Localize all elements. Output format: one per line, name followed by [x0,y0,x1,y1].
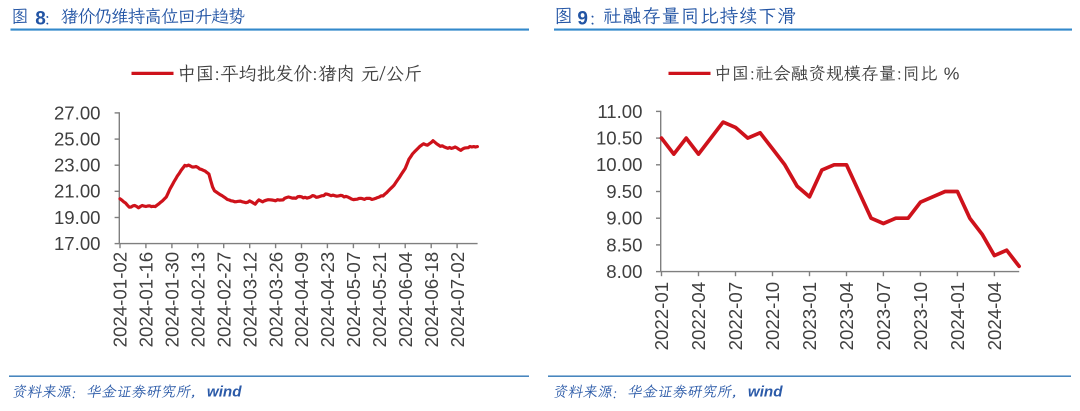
svg-text:2024-07-02: 2024-07-02 [447,252,468,348]
svg-text:10.00: 10.00 [596,154,643,175]
svg-text:2024-01-02: 2024-01-02 [110,252,131,348]
svg-text:23.00: 23.00 [54,155,101,176]
svg-text:2024-06-04: 2024-06-04 [395,252,416,348]
svg-text:17.00: 17.00 [54,233,101,254]
svg-text:2024-04: 2024-04 [984,282,1005,351]
svg-text:10.50: 10.50 [596,128,643,149]
svg-text:2024-06-18: 2024-06-18 [421,252,442,348]
svg-text:2024-02-27: 2024-02-27 [213,252,234,348]
svg-text:2023-01: 2023-01 [799,282,820,351]
svg-text:8: 8 [35,8,46,29]
svg-text:2022-04: 2022-04 [688,282,709,351]
svg-text:2023-07: 2023-07 [873,282,894,351]
svg-text:21.00: 21.00 [54,181,101,202]
svg-text:19.00: 19.00 [54,207,101,228]
svg-text:2023-10: 2023-10 [910,282,931,351]
svg-text:27.00: 27.00 [54,102,101,123]
svg-text:2024-04-23: 2024-04-23 [317,252,338,348]
svg-text:2024-01: 2024-01 [947,282,968,351]
svg-text:2022-07: 2022-07 [725,282,746,351]
svg-text:wind: wind [207,384,242,401]
svg-text:8.00: 8.00 [606,261,642,282]
svg-text:2024-01-30: 2024-01-30 [162,252,183,348]
svg-text:2022-01: 2022-01 [651,282,672,351]
svg-text:2024-03-26: 2024-03-26 [265,252,286,348]
svg-text:25.00: 25.00 [54,129,101,150]
svg-text:9.00: 9.00 [606,208,642,229]
svg-text:2024-01-16: 2024-01-16 [136,252,157,348]
svg-text:%: % [944,63,960,83]
svg-text:2024-04-09: 2024-04-09 [291,252,312,348]
svg-text:9.50: 9.50 [606,181,642,202]
svg-text:11.00: 11.00 [597,101,642,122]
svg-text:2024-05-07: 2024-05-07 [343,252,364,348]
svg-text:2022-10: 2022-10 [762,282,783,351]
svg-text:2023-04: 2023-04 [836,282,857,351]
svg-text:wind: wind [748,384,783,401]
svg-text:2024-03-12: 2024-03-12 [239,252,260,348]
svg-text:8.50: 8.50 [606,234,642,255]
svg-text:2024-02-13: 2024-02-13 [188,252,209,348]
svg-text:2024-05-21: 2024-05-21 [369,252,390,348]
svg-text:9: 9 [577,8,588,29]
